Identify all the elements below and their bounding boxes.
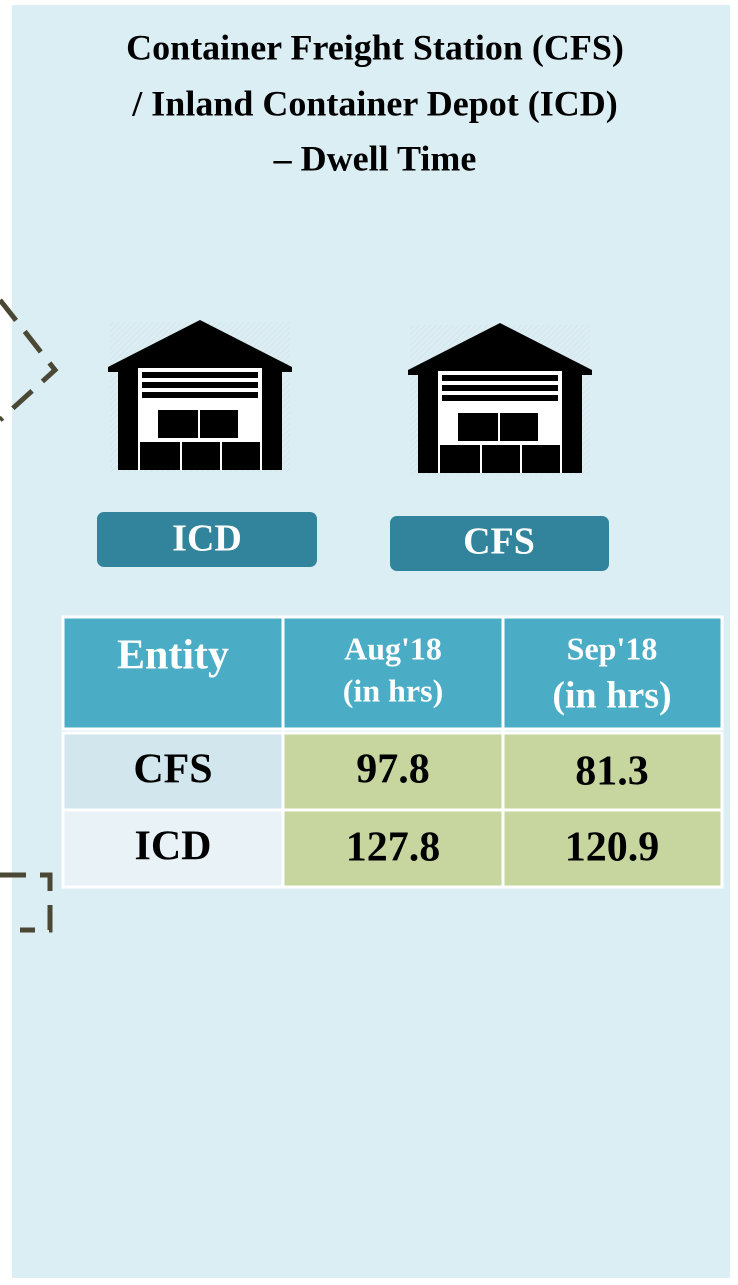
cell	[61, 808, 285, 889]
icon-label: ICD	[172, 518, 242, 560]
cell	[61, 731, 285, 812]
row-label: CFS	[133, 747, 212, 793]
header-cell: Entity	[117, 633, 229, 679]
title-line: / Inland Container Depot (ICD)	[131, 83, 617, 123]
title-line: Container Freight Station (CFS)	[126, 27, 624, 67]
header-row	[61, 615, 724, 731]
header-cell: Aug'18	[344, 630, 442, 666]
table-cell: 127.8	[346, 825, 441, 871]
icon-label: CFS	[463, 521, 535, 563]
row-label: ICD	[134, 824, 211, 870]
decor-dashes	[0, 298, 59, 933]
table-cell: 81.3	[575, 749, 649, 795]
header-cell: (in hrs)	[552, 675, 671, 717]
header-cell: (in hrs)	[343, 672, 443, 708]
label-box	[390, 516, 609, 571]
table-cell: 97.8	[356, 747, 430, 793]
warehouse-icon	[108, 320, 292, 472]
header-cell: Sep'18	[567, 630, 658, 666]
warehouse-icon	[408, 323, 592, 475]
label-box	[97, 512, 317, 567]
table	[61, 615, 724, 889]
title-line: – Dwell Time	[273, 138, 477, 178]
table-cell: 120.9	[565, 825, 660, 871]
